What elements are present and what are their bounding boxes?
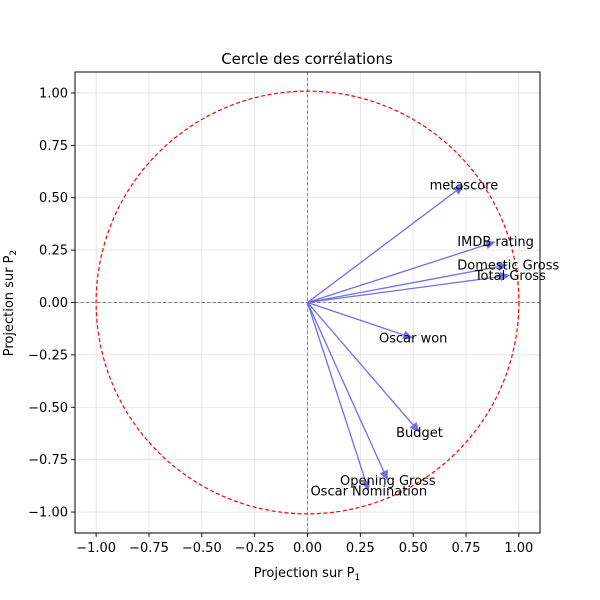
vector-label: Oscar won — [379, 332, 447, 347]
vector-shaft — [306, 302, 367, 482]
x-tick-label: 0.00 — [293, 541, 322, 556]
vector-shaft — [306, 302, 385, 472]
y-tick-label: 0.75 — [39, 139, 68, 154]
chart-title: Cercle des corrélations — [221, 50, 393, 68]
x-axis-label: Projection sur P1 — [254, 566, 360, 583]
vector-arrow — [307, 240, 496, 304]
x-tick-label: −0.50 — [182, 541, 222, 556]
vector-arrowhead — [361, 480, 370, 492]
y-axis-label: Projection sur P2 — [2, 250, 19, 356]
vector-shaft — [307, 275, 501, 304]
vector-arrowhead — [409, 421, 420, 433]
y-axis-ticks: −1.00 −0.75 −0.50 −0.25 0.00 0.25 0.50 0.75 1.00 — [28, 86, 75, 521]
vector-shaft — [307, 302, 414, 426]
y-tick-label: 0.25 — [39, 244, 68, 259]
y-tick-label: −0.50 — [28, 401, 68, 416]
x-tick-label: −0.75 — [129, 541, 169, 556]
vector-label: Budget — [396, 426, 443, 441]
vector-label: IMDB rating — [457, 235, 534, 250]
vector-arrow — [307, 262, 509, 304]
x-axis-ticks: −1.00 −0.75 −0.50 −0.25 0.00 0.25 0.50 0.75 1.00 — [76, 533, 533, 556]
x-tick-label: 0.50 — [399, 541, 428, 556]
vector-arrowhead — [499, 272, 511, 282]
y-tick-label: 1.00 — [39, 86, 68, 101]
vector-arrow — [306, 302, 370, 492]
vector-arrow — [306, 302, 388, 481]
vector-shaft — [307, 190, 457, 304]
vector-label: Oscar Nomination — [310, 485, 427, 500]
x-tick-label: 1.00 — [504, 541, 533, 556]
vector-arrow — [307, 301, 414, 340]
y-tick-label: −0.25 — [28, 348, 68, 363]
vector-label: metascore — [430, 179, 499, 194]
vectors — [306, 185, 511, 492]
vector-arrowhead — [484, 240, 496, 250]
unit-circle — [95, 90, 520, 515]
x-tick-label: −0.25 — [235, 541, 275, 556]
vector-label: Total Gross — [474, 269, 546, 284]
vector-label: Opening Gross — [340, 474, 436, 489]
y-tick-label: −0.75 — [28, 453, 68, 468]
vector-arrow — [307, 302, 420, 433]
vector-labels: metascore IMDB rating Domestic GrossTotal … — [310, 179, 559, 500]
vector-arrowhead — [379, 469, 388, 481]
vector-arrowhead — [453, 185, 464, 195]
y-tick-label: −1.00 — [28, 506, 68, 521]
vector-arrowhead — [497, 262, 509, 272]
vector-arrowhead — [402, 330, 414, 340]
vector-shaft — [307, 265, 499, 304]
y-tick-label: 0.00 — [39, 296, 68, 311]
vector-arrow — [307, 272, 511, 304]
x-tick-label: 0.25 — [346, 541, 375, 556]
x-tick-label: 0.75 — [452, 541, 481, 556]
vector-arrow — [307, 185, 464, 304]
vector-shaft — [307, 301, 404, 336]
x-tick-label: −1.00 — [76, 541, 116, 556]
y-tick-label: 0.50 — [39, 191, 68, 206]
vector-shaft — [307, 244, 487, 304]
vector-label: Domestic Gross — [457, 258, 559, 273]
